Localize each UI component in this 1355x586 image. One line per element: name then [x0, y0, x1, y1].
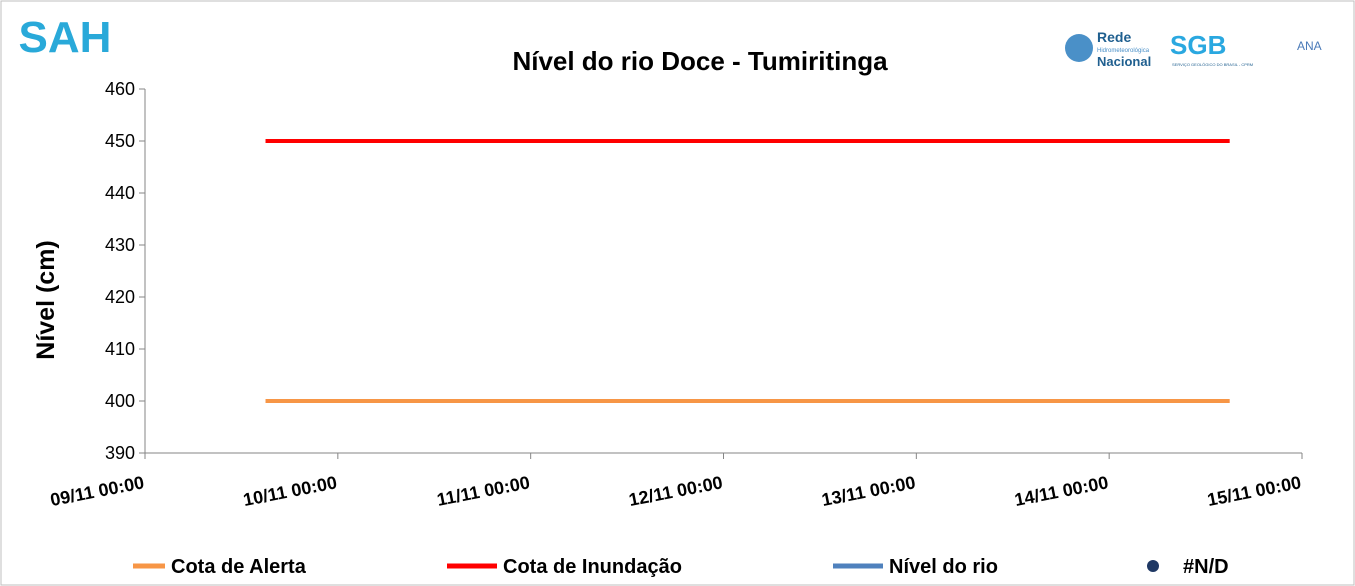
y-tick-label: 410: [105, 339, 135, 359]
y-tick-label: 450: [105, 131, 135, 151]
logo-sah: SAH: [19, 13, 112, 62]
y-tick-label: 440: [105, 183, 135, 203]
y-axis-label: Nível (cm): [32, 240, 60, 359]
legend-label: Cota de Inundação: [503, 556, 682, 578]
logo-rede-sub: Hidrometeorológica: [1097, 48, 1150, 54]
y-tick-label: 390: [105, 443, 135, 463]
y-tick-label: 400: [105, 391, 135, 411]
logo-ana: ANA: [1297, 39, 1322, 53]
legend-label: #N/D: [1183, 556, 1229, 578]
legend-marker: [1147, 560, 1159, 572]
logo-rede: Rede: [1097, 29, 1131, 45]
logo-rede-icon: [1065, 34, 1093, 62]
legend-label: Cota de Alerta: [171, 556, 307, 578]
y-tick-label: 430: [105, 235, 135, 255]
logo-sgb-sub: SERVIÇO GEOLÓGICO DO BRASIL - CPRM: [1172, 62, 1253, 67]
logo-sgb: SGB: [1170, 30, 1226, 60]
logo-rede-name: Nacional: [1097, 54, 1151, 69]
y-tick-label: 460: [105, 79, 135, 99]
y-tick-label: 420: [105, 287, 135, 307]
chart-title: Nível do rio Doce - Tumiritinga: [512, 46, 888, 76]
legend-label: Nível do rio: [889, 556, 998, 578]
